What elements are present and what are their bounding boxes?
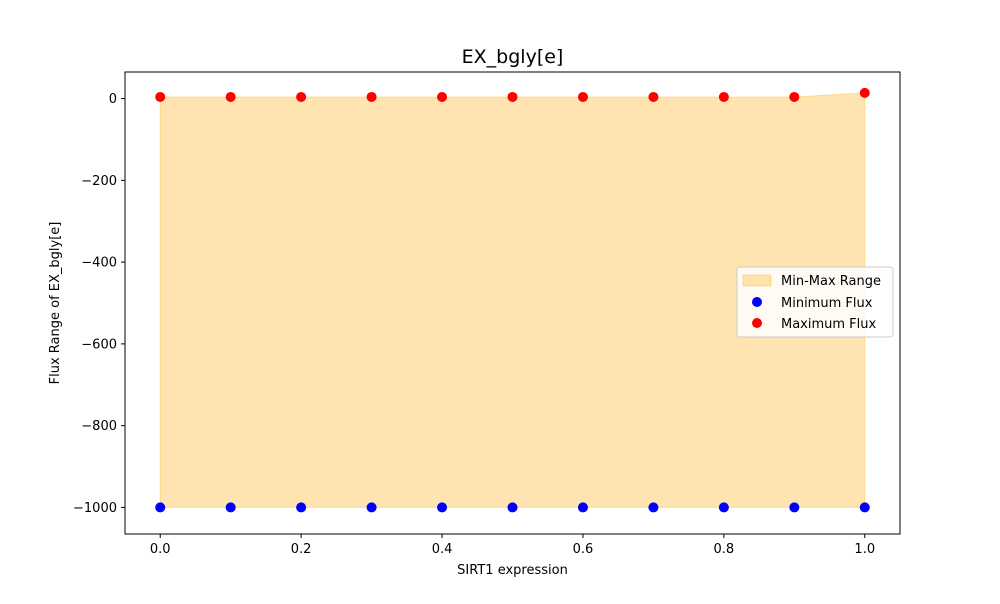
minimum-flux-point	[718, 502, 729, 513]
chart-title: EX_bgly[e]	[462, 46, 564, 68]
legend-label-maximum-flux: Maximum Flux	[781, 317, 877, 332]
legend-swatch-min-max-range	[742, 274, 772, 287]
maximum-flux-point	[225, 91, 236, 102]
y-tick-label: 0	[109, 92, 117, 107]
minimum-flux-point	[225, 502, 236, 513]
y-tick-label: −800	[81, 419, 117, 434]
x-tick-label: 0.0	[150, 542, 171, 557]
minimum-flux-point	[859, 502, 870, 513]
minimum-flux-point	[366, 502, 377, 513]
maximum-flux-point	[437, 91, 448, 102]
legend-label-minimum-flux: Minimum Flux	[781, 296, 873, 311]
x-tick-label: 0.4	[432, 542, 453, 557]
y-tick-label: −600	[81, 337, 117, 352]
x-axis: 0.0 0.2 0.4 0.6 0.8 1.0	[150, 534, 875, 557]
maximum-flux-point	[859, 87, 870, 98]
legend: Min-Max Range Minimum Flux Maximum Flux	[736, 266, 894, 338]
minimum-flux-point	[648, 502, 659, 513]
maximum-flux-point	[718, 91, 729, 102]
maximum-flux-point	[577, 91, 588, 102]
minimum-flux-point	[155, 502, 166, 513]
maximum-flux-point	[296, 91, 307, 102]
minimum-flux-point	[437, 502, 448, 513]
legend-marker-maximum-flux	[752, 318, 762, 328]
plot-frame	[124, 71, 901, 535]
points-layer	[155, 87, 870, 513]
x-tick-label: 1.0	[854, 542, 875, 557]
minimum-flux-point	[507, 502, 518, 513]
maximum-flux-point	[155, 91, 166, 102]
legend-box	[736, 266, 894, 338]
minimum-flux-point	[789, 502, 800, 513]
maximum-flux-point	[648, 91, 659, 102]
x-tick-label: 0.8	[714, 542, 735, 557]
maximum-flux-point	[507, 91, 518, 102]
y-tick-label: −400	[81, 256, 117, 271]
y-axis-label: Flux Range of EX_bgly[e]	[48, 222, 63, 385]
x-axis-label: SIRT1 expression	[457, 563, 568, 578]
y-axis: 0 −200 −400 −600 −800 −1000	[73, 92, 125, 516]
x-tick-label: 0.6	[573, 542, 594, 557]
legend-label-min-max-range: Min-Max Range	[781, 274, 881, 289]
legend-marker-minimum-flux	[752, 297, 762, 307]
maximum-flux-point	[366, 91, 377, 102]
y-tick-label: −1000	[73, 501, 117, 516]
minimum-flux-point	[296, 502, 307, 513]
maximum-flux-point	[789, 91, 800, 102]
y-tick-label: −200	[81, 174, 117, 189]
x-tick-label: 0.2	[291, 542, 312, 557]
minimum-flux-point	[577, 502, 588, 513]
